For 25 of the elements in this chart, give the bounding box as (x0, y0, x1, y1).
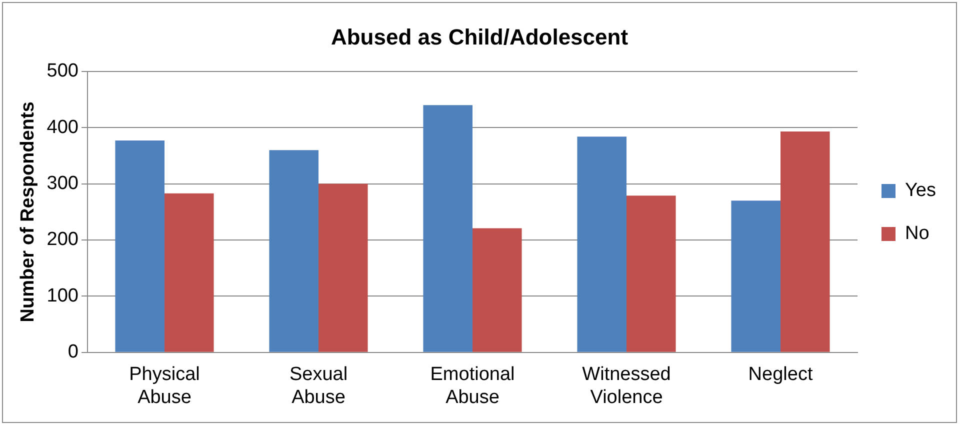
y-axis-title: Number of Respondents (18, 102, 39, 322)
y-tick-label: 0 (68, 342, 78, 363)
bar (731, 200, 781, 352)
y-tick-label: 400 (46, 116, 78, 138)
legend-label: No (905, 223, 930, 244)
bar (269, 150, 318, 352)
bar (164, 193, 214, 352)
y-tick-label: 100 (46, 285, 78, 306)
bar (318, 184, 368, 352)
legend-label: Yes (905, 180, 936, 202)
y-tick-label: 200 (46, 229, 78, 250)
bar (423, 105, 473, 352)
chart-title: Abused as Child/Adolescent (330, 24, 629, 50)
bar (626, 196, 676, 352)
bar (577, 136, 627, 352)
x-tick-label: Neglect (748, 364, 814, 386)
x-tick-label: Sexual Abuse (289, 364, 348, 408)
y-tick-label: 300 (46, 173, 78, 194)
x-tick-label: Physical Abuse (129, 364, 200, 408)
bar (472, 228, 522, 352)
x-tick-label: Witnessed Violence (582, 364, 671, 408)
bar (115, 140, 164, 352)
x-tick-label: Emotional Abuse (430, 364, 515, 408)
bar (780, 132, 830, 352)
y-tick-label: 500 (46, 60, 78, 82)
